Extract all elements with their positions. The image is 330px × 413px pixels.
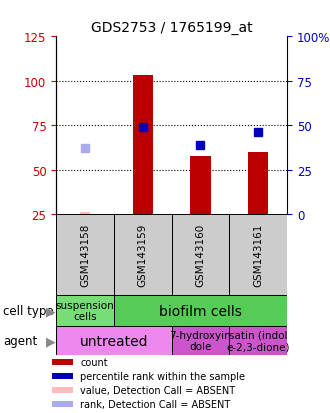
Bar xyxy=(133,76,153,215)
Text: value, Detection Call = ABSENT: value, Detection Call = ABSENT xyxy=(81,385,236,395)
Title: GDS2753 / 1765199_at: GDS2753 / 1765199_at xyxy=(91,21,252,35)
Text: untreated: untreated xyxy=(80,334,148,348)
Bar xyxy=(56,295,114,326)
Bar xyxy=(56,326,172,355)
Bar xyxy=(248,153,268,215)
Text: percentile rank within the sample: percentile rank within the sample xyxy=(81,371,246,381)
Bar xyxy=(229,215,287,295)
Bar xyxy=(56,215,114,295)
Bar xyxy=(114,295,287,326)
Text: GSM143158: GSM143158 xyxy=(80,223,90,287)
Text: GSM143160: GSM143160 xyxy=(195,223,206,287)
Bar xyxy=(52,373,73,379)
Text: biofilm cells: biofilm cells xyxy=(159,304,242,318)
Bar xyxy=(172,215,229,295)
Text: satin (indol
e-2,3-dione): satin (indol e-2,3-dione) xyxy=(226,330,290,351)
Bar xyxy=(229,326,287,355)
Text: agent: agent xyxy=(3,334,38,347)
Text: 7-hydroxyin
dole: 7-hydroxyin dole xyxy=(170,330,231,351)
Bar xyxy=(52,387,73,393)
Text: GSM143159: GSM143159 xyxy=(138,223,148,287)
Bar xyxy=(52,359,73,365)
Text: rank, Detection Call = ABSENT: rank, Detection Call = ABSENT xyxy=(81,399,231,409)
Bar xyxy=(190,156,211,215)
Bar xyxy=(114,215,172,295)
Text: cell type: cell type xyxy=(3,304,54,317)
Text: count: count xyxy=(81,357,108,367)
Bar xyxy=(172,326,229,355)
Text: ▶: ▶ xyxy=(46,304,56,317)
Text: GSM143161: GSM143161 xyxy=(253,223,263,287)
Bar xyxy=(80,213,90,215)
Text: suspension
cells: suspension cells xyxy=(55,300,115,322)
Text: ▶: ▶ xyxy=(46,334,56,347)
Bar xyxy=(52,401,73,407)
